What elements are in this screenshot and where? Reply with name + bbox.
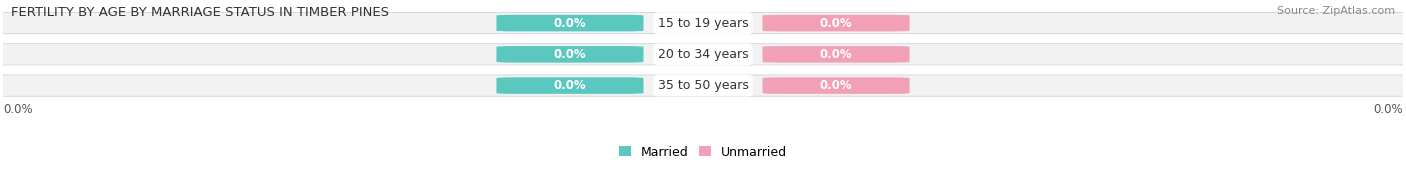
FancyBboxPatch shape [762, 15, 910, 31]
FancyBboxPatch shape [762, 77, 910, 94]
Text: 20 to 34 years: 20 to 34 years [658, 48, 748, 61]
Text: Source: ZipAtlas.com: Source: ZipAtlas.com [1277, 6, 1395, 16]
FancyBboxPatch shape [496, 46, 644, 63]
Legend: Married, Unmarried: Married, Unmarried [613, 141, 793, 164]
Text: 0.0%: 0.0% [820, 48, 852, 61]
FancyBboxPatch shape [762, 46, 910, 63]
Text: 35 to 50 years: 35 to 50 years [658, 79, 748, 92]
Text: 0.0%: 0.0% [1374, 103, 1403, 116]
Text: 15 to 19 years: 15 to 19 years [658, 17, 748, 30]
Text: FERTILITY BY AGE BY MARRIAGE STATUS IN TIMBER PINES: FERTILITY BY AGE BY MARRIAGE STATUS IN T… [11, 6, 389, 19]
FancyBboxPatch shape [0, 75, 1406, 96]
FancyBboxPatch shape [0, 13, 1406, 34]
Text: 0.0%: 0.0% [554, 17, 586, 30]
FancyBboxPatch shape [496, 15, 644, 31]
Text: 0.0%: 0.0% [3, 103, 32, 116]
FancyBboxPatch shape [496, 77, 644, 94]
Text: 0.0%: 0.0% [820, 17, 852, 30]
Text: 0.0%: 0.0% [820, 79, 852, 92]
Text: 0.0%: 0.0% [554, 48, 586, 61]
FancyBboxPatch shape [0, 44, 1406, 65]
Text: 0.0%: 0.0% [554, 79, 586, 92]
